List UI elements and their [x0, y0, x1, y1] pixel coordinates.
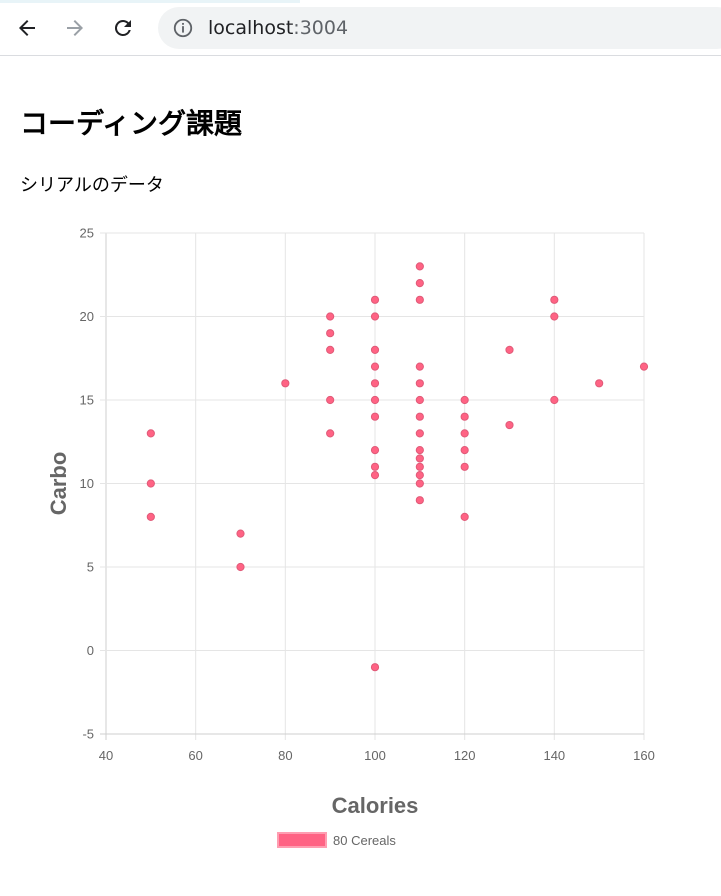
arrow-right-icon	[67, 20, 83, 36]
data-point[interactable]	[595, 379, 604, 388]
forward-button[interactable]	[60, 13, 90, 43]
data-point[interactable]	[370, 446, 380, 455]
data-point[interactable]	[326, 329, 335, 338]
legend-swatch[interactable]	[277, 832, 327, 848]
data-point[interactable]	[639, 362, 649, 371]
data-point[interactable]	[370, 362, 380, 371]
y-tick-label: 0	[87, 643, 94, 658]
x-tick-label: 100	[364, 748, 386, 763]
data-point[interactable]	[415, 454, 424, 463]
loading-indicator	[0, 0, 300, 3]
data-point[interactable]	[415, 379, 424, 388]
y-tick-label: 5	[87, 560, 94, 575]
data-point[interactable]	[370, 295, 380, 304]
data-point[interactable]	[415, 295, 424, 304]
url-port: :3004	[293, 17, 349, 39]
chart-points	[146, 262, 649, 672]
data-point[interactable]	[326, 429, 335, 438]
x-tick-label: 60	[188, 748, 202, 763]
x-tick-label: 160	[633, 748, 655, 763]
x-tick-label: 120	[454, 748, 476, 763]
x-tick-label: 140	[543, 748, 565, 763]
data-point[interactable]	[550, 395, 559, 405]
x-axis-title: Calories	[332, 793, 419, 818]
data-point[interactable]	[326, 345, 335, 354]
y-axis-title: Carbo	[46, 452, 71, 516]
data-point[interactable]	[370, 663, 380, 672]
browser-toolbar: localhost:3004	[0, 0, 721, 56]
data-point[interactable]	[146, 429, 155, 438]
data-point[interactable]	[326, 395, 335, 405]
data-point[interactable]	[415, 496, 424, 505]
data-point[interactable]	[505, 345, 514, 354]
data-point[interactable]	[236, 562, 245, 572]
x-tick-label: 40	[99, 748, 113, 763]
data-point[interactable]	[326, 312, 335, 321]
info-icon[interactable]	[172, 17, 194, 39]
data-point[interactable]	[415, 395, 424, 405]
y-tick-label: -5	[82, 727, 94, 742]
data-point[interactable]	[370, 312, 380, 321]
data-point[interactable]	[236, 529, 245, 538]
y-tick-label: 20	[80, 309, 94, 324]
data-point[interactable]	[460, 512, 469, 522]
data-point[interactable]	[146, 479, 155, 488]
url-host: localhost	[208, 17, 294, 39]
data-point[interactable]	[415, 262, 424, 271]
chart-grid	[100, 232, 645, 740]
y-tick-label: 25	[80, 226, 94, 241]
page-title: コーディング課題	[20, 107, 243, 140]
data-point[interactable]	[505, 420, 514, 430]
x-tick-label: 80	[278, 748, 292, 763]
chart-legend[interactable]: 80 Cereals	[277, 832, 396, 848]
data-point[interactable]	[281, 379, 290, 388]
data-point[interactable]	[415, 362, 424, 371]
data-point[interactable]	[415, 446, 424, 455]
back-button[interactable]	[12, 13, 42, 43]
address-bar[interactable]: localhost:3004	[158, 7, 721, 49]
data-point[interactable]	[415, 462, 424, 471]
page-subtitle: シリアルのデータ	[20, 175, 164, 196]
data-point[interactable]	[460, 429, 469, 438]
data-point[interactable]	[370, 471, 380, 480]
data-point[interactable]	[370, 379, 380, 388]
data-point[interactable]	[415, 429, 424, 438]
data-point[interactable]	[146, 512, 155, 522]
data-point[interactable]	[370, 462, 380, 471]
url-text[interactable]: localhost:3004	[208, 17, 348, 39]
data-point[interactable]	[370, 412, 380, 421]
data-point[interactable]	[415, 471, 424, 480]
data-point[interactable]	[415, 279, 424, 288]
chart-tick-labels: 40 60 80 100 120 140 160 -5 0 5 10 15 20 25	[80, 226, 655, 764]
y-tick-label: 15	[80, 393, 94, 408]
data-point[interactable]	[460, 395, 469, 405]
data-point[interactable]	[460, 412, 469, 421]
data-point[interactable]	[460, 446, 469, 455]
data-point[interactable]	[370, 395, 380, 405]
y-tick-label: 10	[80, 476, 94, 491]
legend-label[interactable]: 80 Cereals	[333, 833, 396, 848]
data-point[interactable]	[415, 479, 424, 488]
arrow-left-icon	[19, 20, 35, 36]
data-point[interactable]	[550, 312, 559, 321]
data-point[interactable]	[370, 345, 380, 354]
data-point[interactable]	[550, 295, 559, 304]
data-point[interactable]	[415, 412, 424, 421]
data-point[interactable]	[460, 462, 469, 471]
